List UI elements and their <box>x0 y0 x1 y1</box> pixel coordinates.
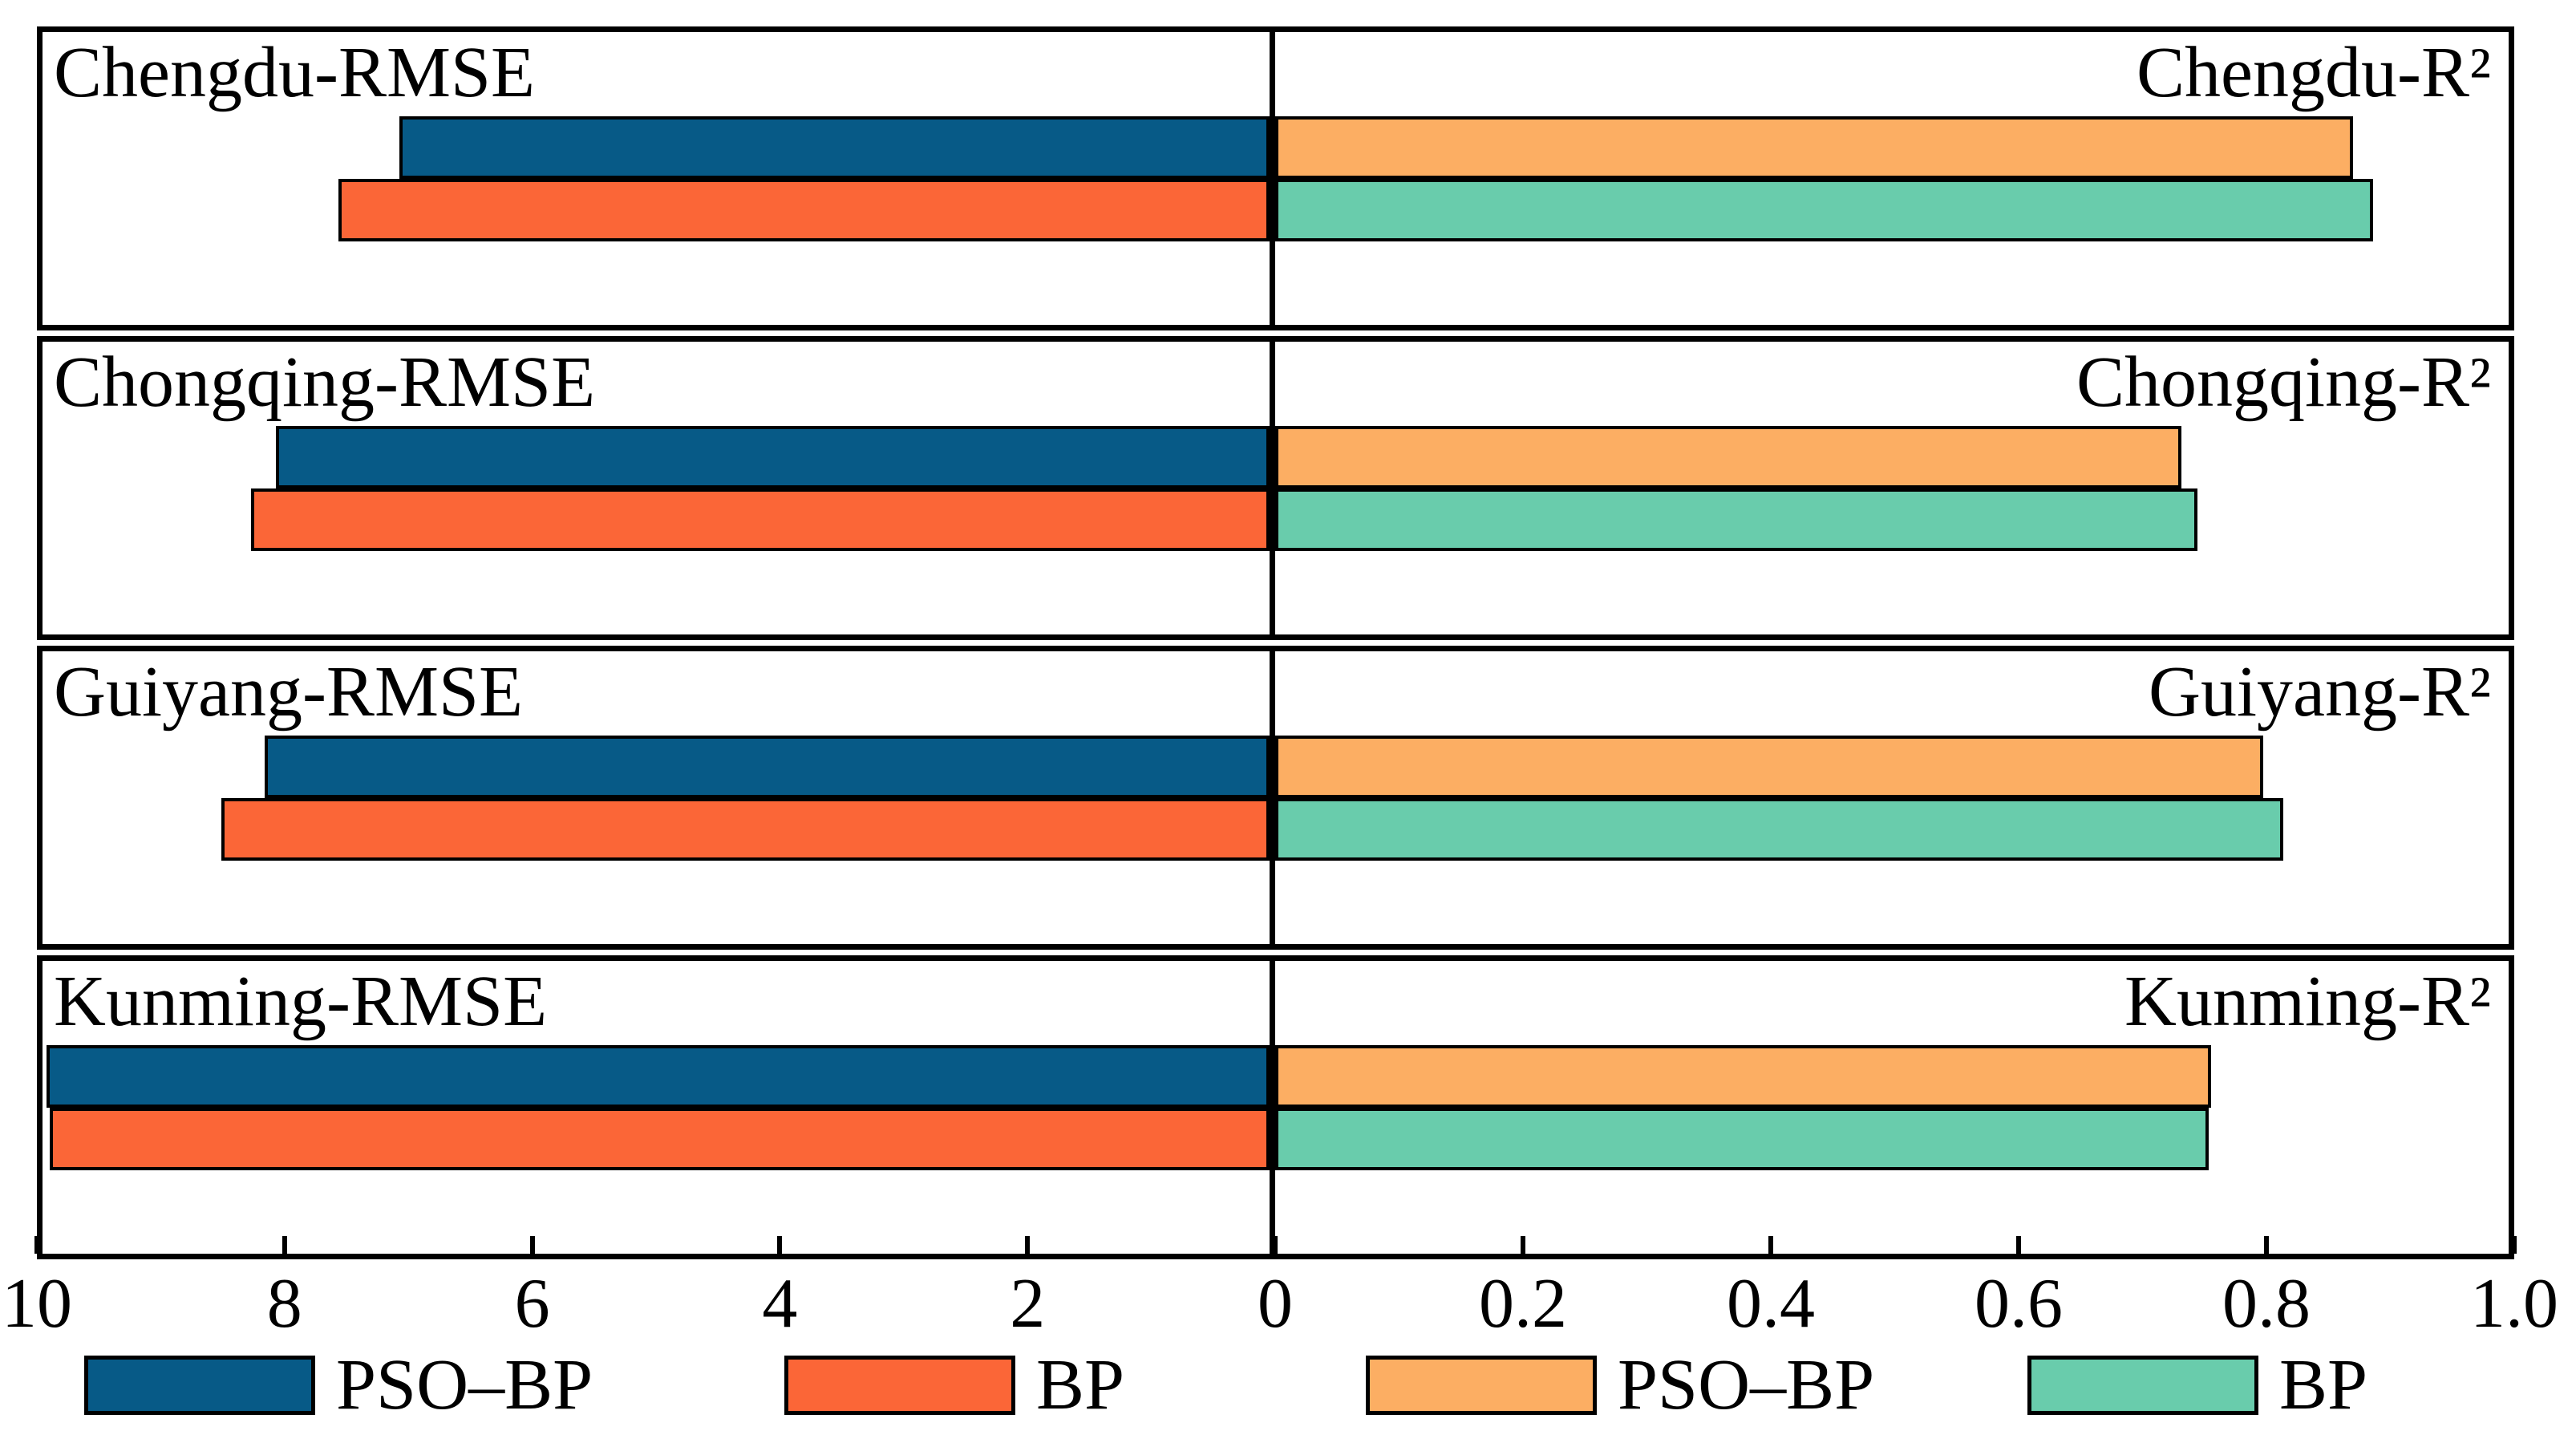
axis-tick-label: 0 <box>1258 1265 1293 1343</box>
bar-guiyang-r2-pso-bp <box>1274 735 2263 798</box>
chart-plot-area: Chengdu-RMSE Chengdu-R² Chongqing-RMSE C… <box>37 26 2514 1259</box>
axis-tick-label: 0.8 <box>2222 1265 2311 1343</box>
axis-tick-label: 8 <box>266 1265 302 1343</box>
axis-tick-label: 1.0 <box>2470 1265 2558 1343</box>
chart-row-chongqing: Chongqing-RMSE Chongqing-R² <box>37 336 2514 640</box>
axis-tick-label: 2 <box>1010 1265 1046 1343</box>
legend-label-rmse-pso-bp: PSO–BP <box>336 1345 593 1425</box>
legend-item-r2-bp: BP <box>2027 1349 2367 1421</box>
panel-title-chongqing-r2: Chongqing-R² <box>2076 343 2491 422</box>
axis-tick-label: 0.6 <box>1974 1265 2063 1343</box>
axis-tick-label: 0.2 <box>1479 1265 1567 1343</box>
bar-chengdu-r2-pso-bp <box>1274 116 2354 179</box>
bar-chongqing-r2-bp <box>1274 488 2198 551</box>
panel-chengdu-rmse: Chengdu-RMSE <box>37 26 1275 330</box>
panel-title-guiyang-r2: Guiyang-R² <box>2149 652 2491 732</box>
bar-guiyang-r2-bp <box>1274 797 2283 861</box>
axis-tick-label: 10 <box>2 1265 72 1343</box>
panel-chongqing-rmse: Chongqing-RMSE <box>37 336 1275 640</box>
legend-swatch-rmse-pso-bp <box>84 1356 315 1415</box>
panel-guiyang-r2: Guiyang-R² <box>1274 646 2514 950</box>
legend-swatch-r2-pso-bp <box>1366 1356 1597 1415</box>
panel-title-chongqing-rmse: Chongqing-RMSE <box>54 343 596 422</box>
bar-chongqing-r2-pso-bp <box>1274 425 2182 488</box>
panel-title-kunming-rmse: Kunming-RMSE <box>54 962 548 1041</box>
panel-title-chengdu-r2: Chengdu-R² <box>2137 33 2491 112</box>
axis-tick-label: 4 <box>762 1265 798 1343</box>
bar-chongqing-rmse-pso-bp <box>275 425 1270 488</box>
bar-chengdu-rmse-bp <box>338 178 1270 241</box>
chart-row-kunming: Kunming-RMSE Kunming-R² <box>37 955 2514 1259</box>
panel-title-kunming-r2: Kunming-R² <box>2124 962 2491 1041</box>
panel-chongqing-r2: Chongqing-R² <box>1274 336 2514 640</box>
axis-tick-label: 6 <box>514 1265 550 1343</box>
panel-kunming-rmse: Kunming-RMSE <box>37 955 1275 1259</box>
bar-kunming-r2-bp <box>1274 1107 2209 1170</box>
bar-guiyang-rmse-pso-bp <box>264 735 1270 798</box>
panel-title-guiyang-rmse: Guiyang-RMSE <box>54 652 523 732</box>
bar-chengdu-r2-bp <box>1274 178 2373 241</box>
x-axis-tick-labels: 10 8 6 4 2 0 0.2 0.4 0.6 0.8 1.0 <box>2 1265 2558 1349</box>
chart-row-guiyang: Guiyang-RMSE Guiyang-R² <box>37 646 2514 950</box>
bar-guiyang-rmse-bp <box>221 797 1270 861</box>
chart-legend: PSO–BP BP PSO–BP BP <box>0 1349 2576 1437</box>
legend-label-r2-pso-bp: PSO–BP <box>1618 1345 1875 1425</box>
chart-row-chengdu: Chengdu-RMSE Chengdu-R² <box>37 26 2514 330</box>
bar-kunming-r2-pso-bp <box>1274 1044 2212 1108</box>
legend-label-rmse-bp: BP <box>1036 1345 1125 1425</box>
legend-swatch-rmse-bp <box>784 1356 1015 1415</box>
axis-tick-label: 0.4 <box>1727 1265 1815 1343</box>
legend-swatch-r2-bp <box>2027 1356 2258 1415</box>
legend-item-r2-pso-bp: PSO–BP <box>1366 1349 1874 1421</box>
panel-chengdu-r2: Chengdu-R² <box>1274 26 2514 330</box>
legend-item-rmse-pso-bp: PSO–BP <box>84 1349 593 1421</box>
legend-label-r2-bp: BP <box>2279 1345 2368 1425</box>
panel-guiyang-rmse: Guiyang-RMSE <box>37 646 1275 950</box>
bar-kunming-rmse-pso-bp <box>46 1044 1270 1108</box>
bar-kunming-rmse-bp <box>50 1107 1270 1170</box>
panel-kunming-r2: Kunming-R² <box>1274 955 2514 1259</box>
bar-chongqing-rmse-bp <box>251 488 1270 551</box>
legend-item-rmse-bp: BP <box>784 1349 1124 1421</box>
bar-chengdu-rmse-pso-bp <box>399 116 1270 179</box>
panel-title-chengdu-rmse: Chengdu-RMSE <box>54 33 536 112</box>
